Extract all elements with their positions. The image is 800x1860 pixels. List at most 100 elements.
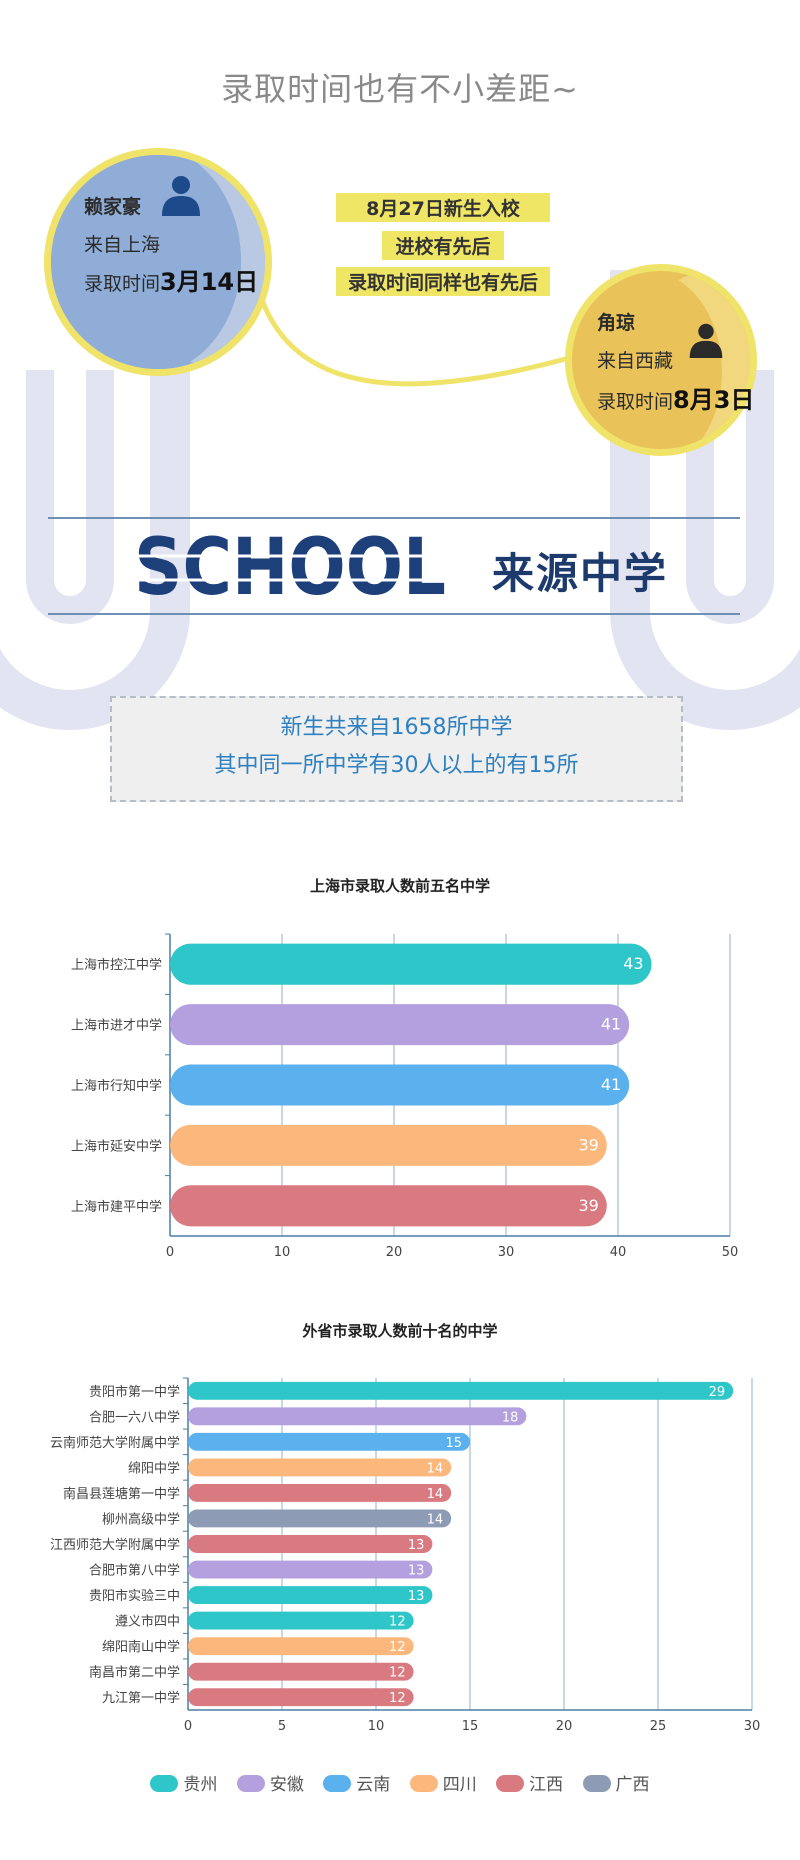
student-card-right (565, 264, 757, 456)
data-label: 13 (408, 1538, 425, 1553)
data-label: 12 (389, 1615, 406, 1630)
category-label: 合肥一六八中学 (89, 1409, 180, 1425)
category-label: 绵阳中学 (128, 1460, 180, 1476)
data-label: 41 (601, 1015, 621, 1034)
bar (188, 1586, 433, 1605)
x-tick-label: 0 (184, 1719, 192, 1734)
category-label: 上海市延安中学 (71, 1138, 162, 1154)
category-label: 上海市行知中学 (71, 1078, 162, 1094)
chart-2-legend: 贵州 安徽 云南 四川 江西 广西 (0, 1770, 800, 1795)
bar (188, 1381, 734, 1400)
bar (188, 1407, 527, 1426)
x-tick-label: 50 (722, 1245, 739, 1260)
legend-swatch (323, 1775, 352, 1792)
legend-item-sichuan[interactable]: 四川 (409, 1770, 477, 1795)
info-line-1: 新生共来自1658所中学 (280, 715, 513, 740)
bar (188, 1509, 452, 1528)
note-enrollment-date: 8月27日新生入校 (336, 193, 550, 222)
data-label: 39 (578, 1135, 598, 1154)
category-label: 贵阳市实验三中 (89, 1588, 180, 1604)
bar (188, 1432, 470, 1451)
person-icon (162, 176, 200, 216)
category-label: 南昌县莲塘第一中学 (63, 1486, 180, 1502)
legend-swatch (236, 1775, 265, 1792)
bar (188, 1458, 452, 1477)
category-label: 遵义市四中 (115, 1614, 180, 1630)
category-label: 南昌市第二中学 (89, 1665, 180, 1681)
legend-swatch (409, 1775, 438, 1792)
watermark-left (0, 270, 190, 730)
watermark-right (610, 270, 800, 730)
x-tick-label: 40 (610, 1245, 627, 1260)
x-tick-label: 20 (556, 1719, 573, 1734)
x-tick-label: 30 (744, 1719, 761, 1734)
legend-item-anhui[interactable]: 安徽 (236, 1770, 304, 1795)
bar (188, 1637, 414, 1656)
legend-label: 贵州 (183, 1775, 218, 1795)
data-label: 39 (578, 1196, 598, 1215)
data-label: 13 (408, 1564, 425, 1579)
divider-top (48, 517, 740, 519)
bar (188, 1535, 433, 1553)
bar (170, 1124, 607, 1166)
bar (188, 1560, 433, 1579)
student-name: 赖家豪 (84, 196, 142, 218)
admission-time-prefix: 录取时间 (597, 391, 674, 413)
timeline-curve (259, 299, 581, 387)
legend-label: 四川 (442, 1775, 477, 1795)
legend-item-guizhou[interactable]: 贵州 (150, 1770, 217, 1795)
x-tick-label: 25 (650, 1719, 667, 1734)
data-label: 14 (427, 1461, 444, 1476)
data-label: 14 (427, 1487, 444, 1502)
chart-1-title: 上海市录取人数前五名中学 (309, 877, 490, 895)
divider-bottom (48, 613, 740, 615)
data-label: 18 (502, 1410, 519, 1425)
legend-item-jiangxi[interactable]: 江西 (496, 1770, 563, 1795)
x-tick-label: 30 (498, 1245, 515, 1260)
x-tick-label: 15 (462, 1719, 479, 1734)
student-origin: 来自西藏 (597, 350, 674, 372)
category-label: 上海市控江中学 (71, 957, 162, 973)
chart-shanghai-top5: 0 10 20 30 40 50 上海市控江中学 43 上海市进才中学 41 上海市行知中学 41 上海… (71, 933, 739, 1260)
student-name: 角琼 (597, 312, 636, 334)
category-label: 云南师范大学附属中学 (50, 1435, 180, 1451)
legend-item-yunnan[interactable]: 云南 (323, 1770, 390, 1795)
chart-2-title: 外省市录取人数前十名的中学 (302, 1322, 498, 1340)
legend-item-guangxi[interactable]: 广西 (582, 1770, 650, 1795)
data-label: 13 (408, 1589, 425, 1604)
category-label: 九江第一中学 (102, 1690, 180, 1706)
legend-label: 云南 (356, 1775, 391, 1795)
bar (170, 943, 652, 985)
category-label: 柳州高级中学 (102, 1511, 180, 1527)
bar (188, 1611, 414, 1630)
category-label: 上海市建平中学 (71, 1199, 162, 1215)
x-tick-label: 0 (166, 1245, 174, 1260)
data-label: 12 (389, 1640, 406, 1655)
x-tick-label: 5 (278, 1719, 286, 1734)
x-tick-label: 10 (368, 1719, 385, 1734)
data-label: 12 (389, 1691, 406, 1706)
note-arrival-order: 进校有先后 (382, 231, 504, 260)
chart-other-provinces: 0 5 10 15 20 25 30 贵阳市第一中学 29 合肥一六八中学 18 云南师范大学附属中学… (50, 1377, 761, 1734)
person-icon (689, 323, 723, 358)
section-title: 来源中学 (492, 549, 669, 598)
legend-swatch (582, 1775, 611, 1792)
data-label: 15 (445, 1436, 462, 1451)
legend-label: 江西 (529, 1775, 564, 1795)
data-label: 29 (709, 1385, 726, 1400)
info-line-2: 其中同一所中学有30人以上的有15所 (214, 753, 579, 778)
admission-time-prefix: 录取时间 (84, 273, 161, 295)
category-label: 上海市进才中学 (71, 1018, 162, 1034)
school-logo-text: SCHOOL (134, 534, 446, 602)
bar (170, 1064, 630, 1106)
info-box: 新生共来自1658所中学 其中同一所中学有30人以上的有15所 (110, 696, 683, 802)
legend-swatch (496, 1775, 525, 1792)
category-label: 合肥市第八中学 (89, 1563, 180, 1579)
bar (188, 1662, 414, 1681)
data-label: 12 (389, 1666, 406, 1681)
bar (170, 1004, 630, 1046)
legend-label: 安徽 (269, 1775, 304, 1795)
category-label: 江西师范大学附属中学 (50, 1537, 180, 1553)
school-logo: SCHOOL (130, 534, 450, 602)
category-label: 绵阳南山中学 (102, 1639, 180, 1655)
